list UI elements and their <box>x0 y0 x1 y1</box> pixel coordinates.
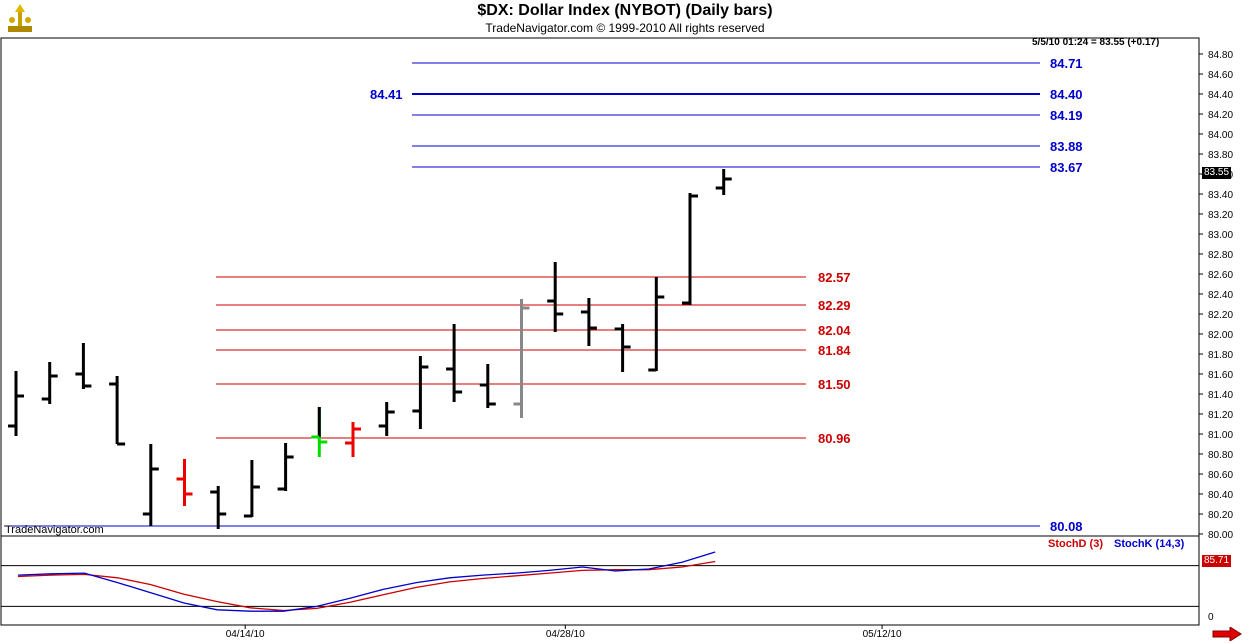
ohlc-bar <box>446 324 463 402</box>
price-tick-label: 80.00 <box>1208 530 1233 541</box>
ohlc-bar <box>8 371 24 436</box>
ohlc-bar <box>109 376 126 446</box>
price-tick-label: 82.20 <box>1208 310 1233 321</box>
chart-subtitle: TradeNavigator.com © 1999-2010 All right… <box>485 21 765 35</box>
ohlc-bar <box>547 262 564 332</box>
price-tick-label: 84.00 <box>1208 130 1233 141</box>
ohlc-bar <box>715 169 732 195</box>
stoch-k-line <box>17 551 716 612</box>
stoch-d-legend: StochD (3) <box>1048 538 1103 550</box>
ohlc-bar <box>479 364 496 408</box>
price-tick-label: 83.20 <box>1208 210 1233 221</box>
price-tick-label: 81.60 <box>1208 370 1233 381</box>
trade-navigator-logo-icon <box>8 4 32 32</box>
scroll-right-arrow-icon[interactable] <box>1212 627 1242 641</box>
last-quote: 5/5/10 01:24 = 83.55 (+0.17) <box>1032 37 1160 48</box>
ohlc-bar <box>614 324 631 372</box>
price-tick-label: 81.80 <box>1208 350 1233 361</box>
chart-title: $DX: Dollar Index (NYBOT) (Daily bars) <box>477 2 773 19</box>
price-tick-label: 83.80 <box>1208 150 1233 161</box>
ohlc-bar <box>682 193 698 305</box>
stochastic-panel-frame <box>0 535 1200 626</box>
price-tick-label: 81.20 <box>1208 410 1233 421</box>
level-label: 81.50 <box>818 377 851 392</box>
level-label: 82.04 <box>818 323 851 338</box>
ohlc-bar <box>412 356 429 429</box>
price-tick-label: 83.40 <box>1208 190 1233 201</box>
ohlc-bar <box>75 343 92 389</box>
stoch-value-badge: 85.71 <box>1202 555 1232 567</box>
price-tick-label: 84.80 <box>1208 50 1233 61</box>
level-label: 80.08 <box>1050 519 1083 534</box>
ohlc-bar <box>345 422 361 457</box>
level-label: 84.40 <box>1050 87 1083 102</box>
level-label: 80.96 <box>818 431 851 446</box>
stoch-k-legend: StochK (14,3) <box>1114 538 1185 550</box>
price-tick-label: 82.80 <box>1208 250 1233 261</box>
date-axis: 04/14/10 04/28/10 05/12/10 <box>226 625 902 640</box>
last-price-badge: 83.55 <box>1202 167 1232 179</box>
price-panel-frame <box>0 37 1200 537</box>
level-label: 84.71 <box>1050 56 1083 71</box>
price-tick-label: 82.40 <box>1208 290 1233 301</box>
stoch-tick-label: 0 <box>1208 612 1214 623</box>
level-label: 82.57 <box>818 270 851 285</box>
ohlc-bar <box>580 298 597 346</box>
ohlc-bar <box>176 459 193 506</box>
date-tick-label: 04/28/10 <box>546 629 585 640</box>
price-bars <box>8 169 732 529</box>
price-tick-label: 81.40 <box>1208 390 1233 401</box>
ohlc-bar <box>210 486 227 529</box>
level-annotation: 84.41 <box>370 87 403 102</box>
stochastic-plot: 0 <box>1 551 1214 623</box>
ohlc-bar <box>311 407 328 457</box>
level-label: 81.84 <box>818 343 851 358</box>
level-label: 82.29 <box>818 298 851 313</box>
price-tick-label: 82.60 <box>1208 270 1233 281</box>
price-tick-label: 80.40 <box>1208 490 1233 501</box>
ohlc-bar <box>513 299 530 418</box>
price-tick-label: 84.20 <box>1208 110 1233 121</box>
price-tick-label: 80.20 <box>1208 510 1233 521</box>
price-tick-label: 81.00 <box>1208 430 1233 441</box>
price-axis: 84.8084.6084.4084.2084.0083.8083.6083.40… <box>1199 50 1233 541</box>
date-tick-label: 05/12/10 <box>863 629 902 640</box>
ohlc-bar <box>378 402 395 436</box>
ohlc-bar <box>243 460 260 518</box>
ohlc-bar <box>142 444 159 526</box>
price-tick-label: 84.60 <box>1208 70 1233 81</box>
price-tick-label: 80.60 <box>1208 470 1233 481</box>
price-tick-label: 84.40 <box>1208 90 1233 101</box>
date-tick-label: 04/14/10 <box>226 629 265 640</box>
ohlc-bar <box>648 277 665 372</box>
price-tick-label: 80.80 <box>1208 450 1233 461</box>
level-label: 83.88 <box>1050 139 1083 154</box>
level-label: 84.19 <box>1050 108 1083 123</box>
stoch-d-line <box>17 560 716 612</box>
price-tick-label: 83.00 <box>1208 230 1233 241</box>
credit-label: TradeNavigator.com <box>5 524 104 536</box>
ohlc-bar <box>277 443 294 491</box>
ohlc-bar <box>41 362 58 404</box>
price-tick-label: 82.00 <box>1208 330 1233 341</box>
level-label: 83.67 <box>1050 160 1083 175</box>
